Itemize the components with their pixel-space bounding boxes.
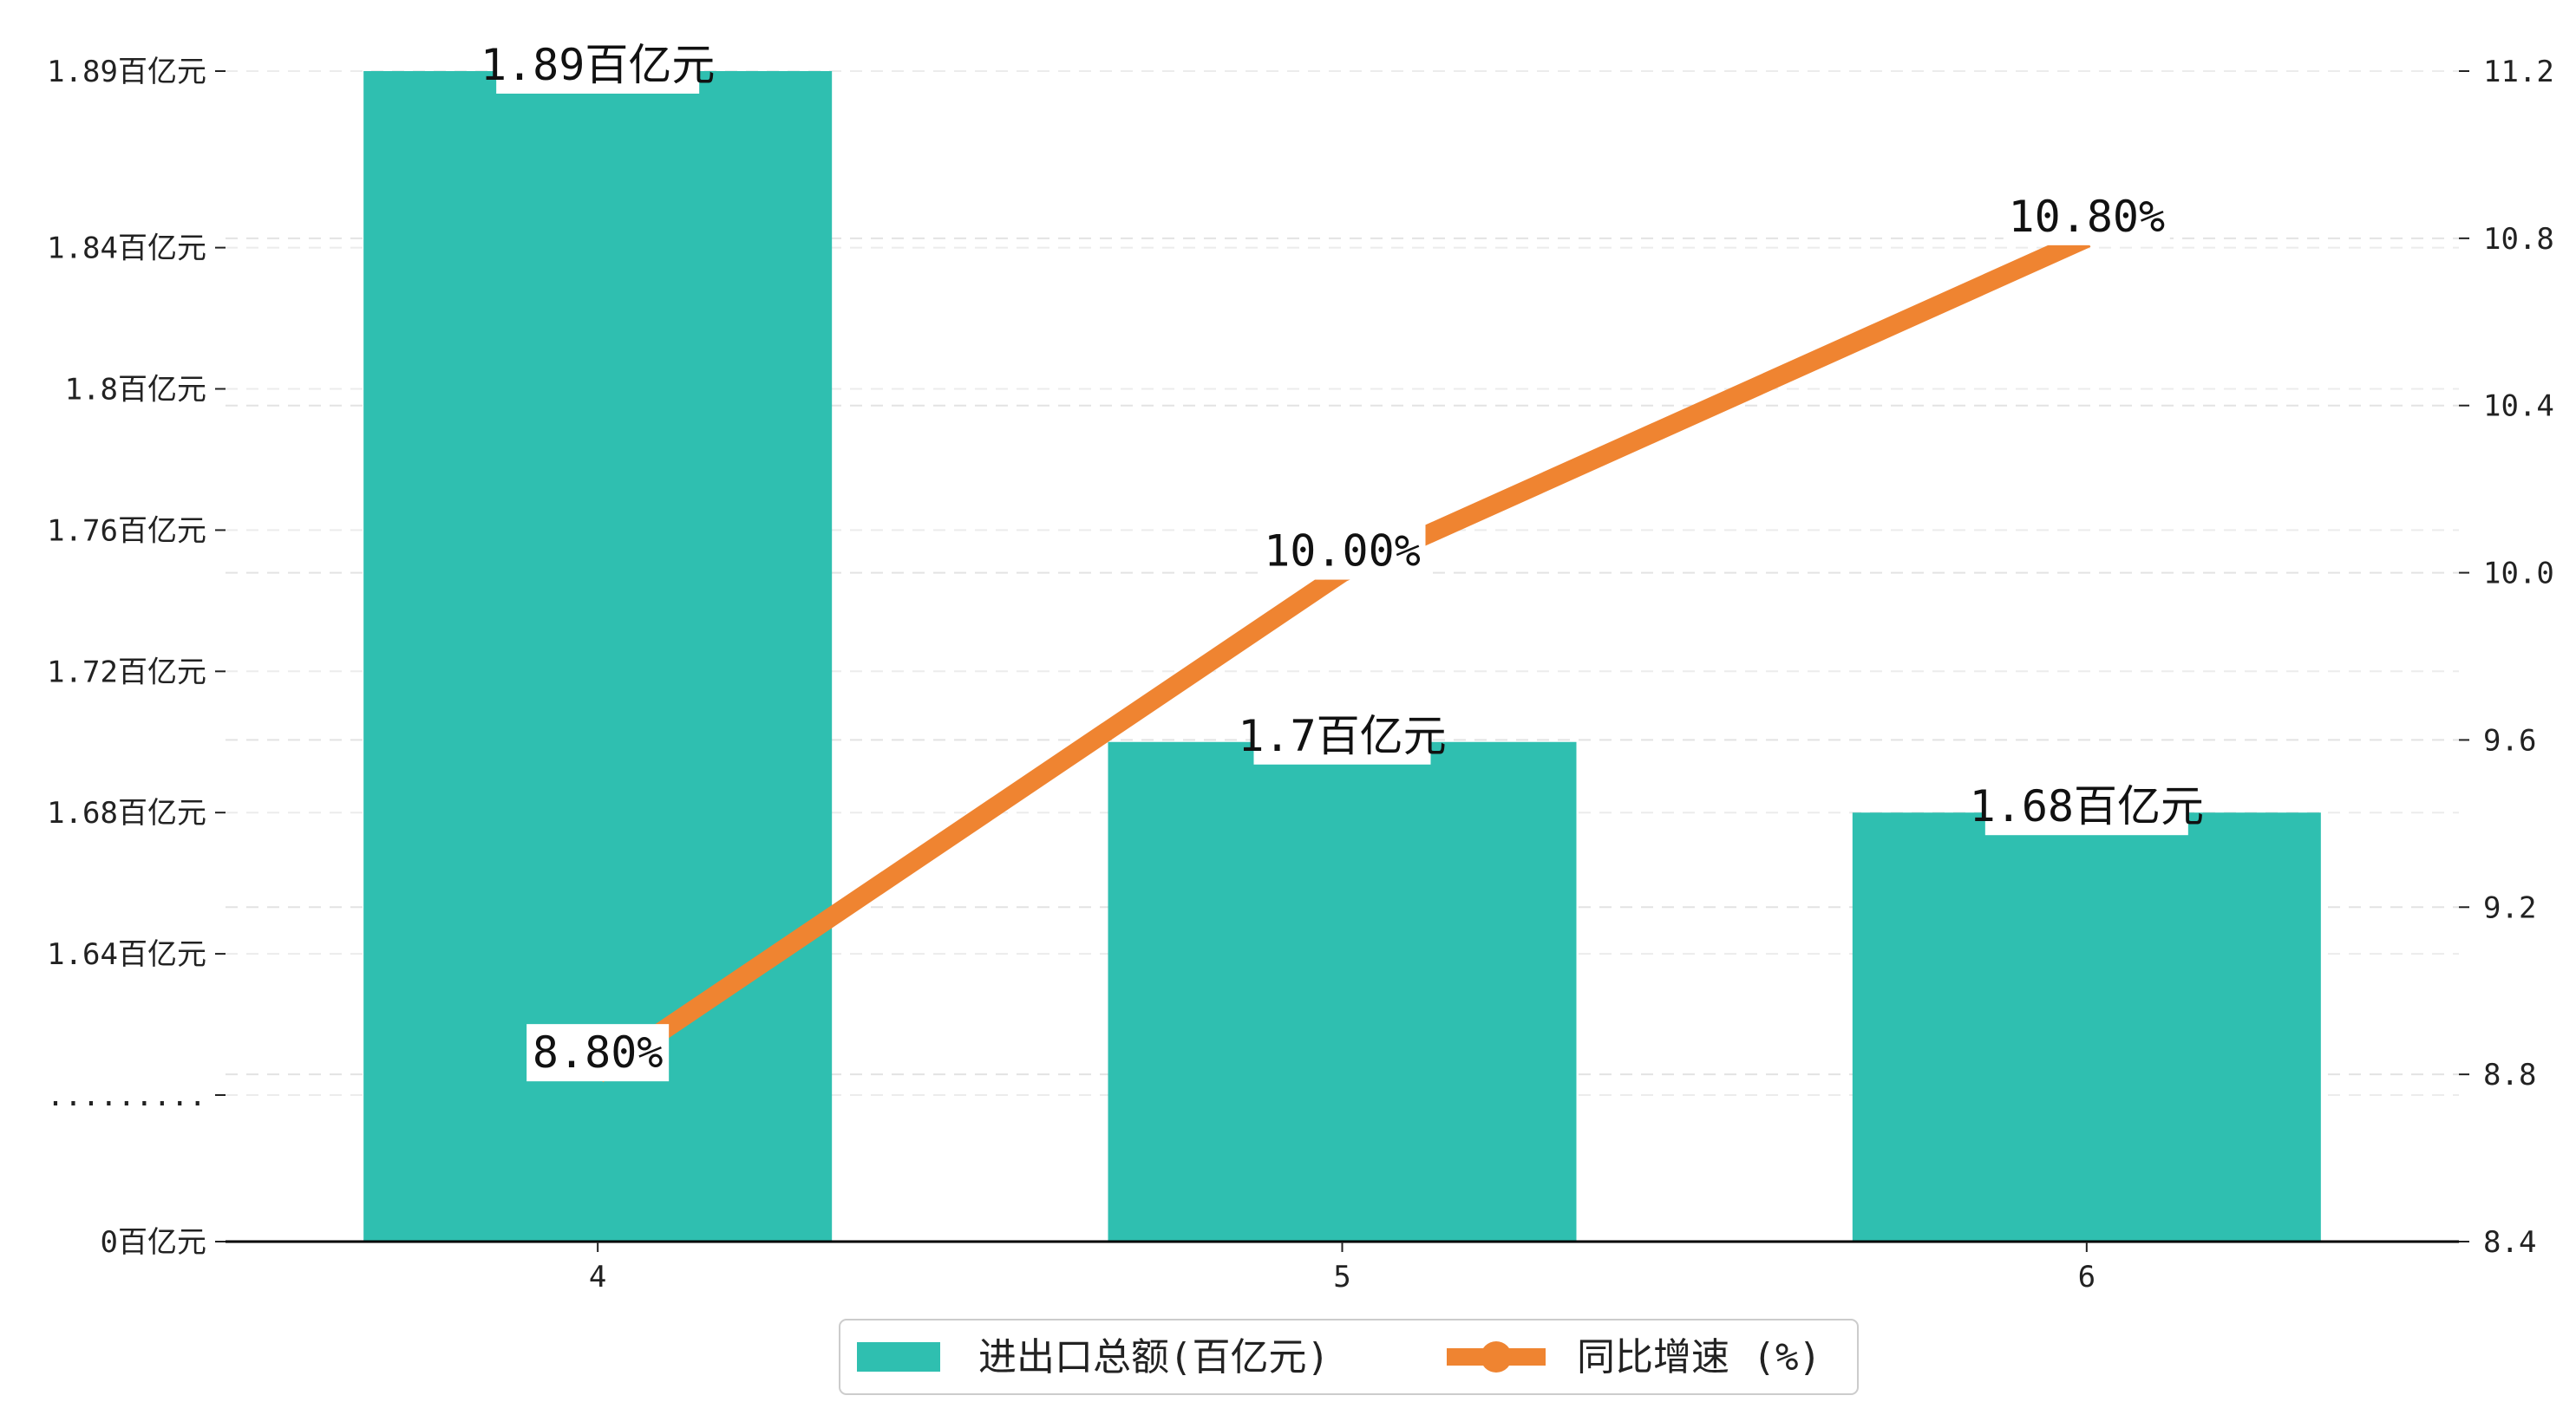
y-left-tick-label: 1.84百亿元 (47, 231, 206, 266)
line-value-label-box (526, 1024, 670, 1082)
y-right-tick-label: 11.2 (2483, 55, 2554, 89)
y-right-tick-label: 10.8 (2483, 222, 2554, 257)
legend-swatch-marker (1481, 1341, 1512, 1373)
bar-value-label: 1.89百亿元 (481, 40, 715, 90)
legend-label-bar: 进出口总额(百亿元) (978, 1335, 1330, 1379)
y-left-tick-label: ......... (47, 1079, 206, 1113)
line-value-label: 10.80% (2009, 192, 2166, 242)
line-value-label-box (2003, 187, 2170, 245)
y-left-tick-label: 1.8百亿元 (65, 373, 206, 408)
bar-series (363, 71, 2321, 1242)
legend-box (839, 1319, 1859, 1395)
bar-value-label: 1.7百亿元 (1238, 711, 1446, 761)
y-right-tick-label: 9.6 (2483, 723, 2536, 758)
bar (1852, 812, 2321, 1242)
legend-swatch-bar (857, 1342, 940, 1372)
y-left-tick-label: 1.72百亿元 (47, 655, 206, 689)
bar-value-label: 1.68百亿元 (1970, 781, 2204, 831)
bar-value-label-box (1984, 778, 2188, 836)
legend-label-line: 同比增速 (%) (1577, 1335, 1821, 1379)
x-tick-label: 6 (2078, 1260, 2095, 1294)
bar-value-label-box (496, 36, 700, 94)
bar-value-label-box (1253, 707, 1431, 765)
x-tick-label: 4 (589, 1260, 606, 1294)
y-right-tick-label: 10.0 (2483, 557, 2554, 591)
line-value-label: 8.80% (533, 1027, 664, 1078)
y-right-tick-label: 8.8 (2483, 1058, 2536, 1092)
y-left-tick-label: 1.64百亿元 (47, 937, 206, 972)
bar (1108, 741, 1577, 1242)
line-value-label: 10.00% (1264, 526, 1421, 577)
y-right-tick-label: 8.4 (2483, 1225, 2536, 1260)
data-labels: 1.89百亿元 1.7百亿元 1.68百亿元 8.80% 10.00% 10.80% (481, 36, 2204, 1082)
line-value-label-box (1259, 522, 1426, 580)
y-right-tick-label: 9.2 (2483, 890, 2536, 925)
axes: 0百亿元......... 1.64百亿元 1.68百亿元 1.72百亿元 1.76百亿… (47, 55, 2554, 1294)
y-left-tick-label: 1.68百亿元 (47, 796, 206, 831)
x-tick-label: 5 (1333, 1260, 1350, 1294)
y-right-tick-label: 10.4 (2483, 389, 2554, 424)
y-left-tick-label: 0百亿元 (101, 1225, 206, 1260)
y-left-tick-label: 1.89百亿元 (47, 55, 206, 89)
legend: 进出口总额(百亿元) 同比增速 (%) (839, 1319, 1859, 1395)
y-left-tick-label: 1.76百亿元 (47, 513, 206, 548)
